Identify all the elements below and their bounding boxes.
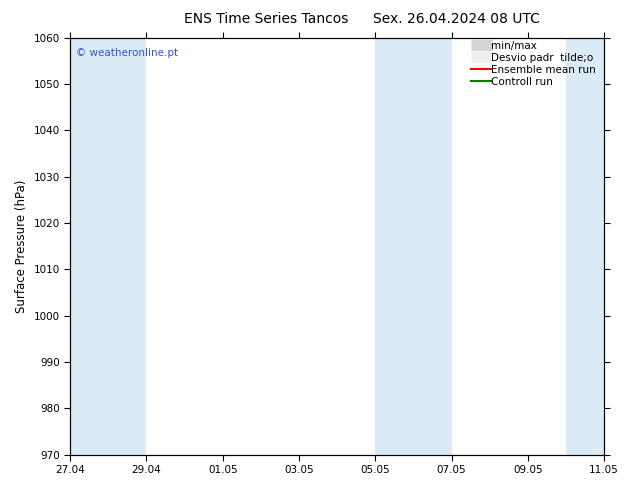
Bar bbox=[566, 38, 604, 455]
Legend: min/max, Desvio padr  tilde;o, Ensemble mean run, Controll run: min/max, Desvio padr tilde;o, Ensemble m… bbox=[471, 41, 601, 87]
Text: ENS Time Series Tancos: ENS Time Series Tancos bbox=[184, 12, 349, 26]
Y-axis label: Surface Pressure (hPa): Surface Pressure (hPa) bbox=[15, 179, 28, 313]
Bar bbox=[70, 38, 146, 455]
Bar bbox=[375, 38, 451, 455]
Text: Sex. 26.04.2024 08 UTC: Sex. 26.04.2024 08 UTC bbox=[373, 12, 540, 26]
Text: © weatheronline.pt: © weatheronline.pt bbox=[75, 48, 178, 58]
